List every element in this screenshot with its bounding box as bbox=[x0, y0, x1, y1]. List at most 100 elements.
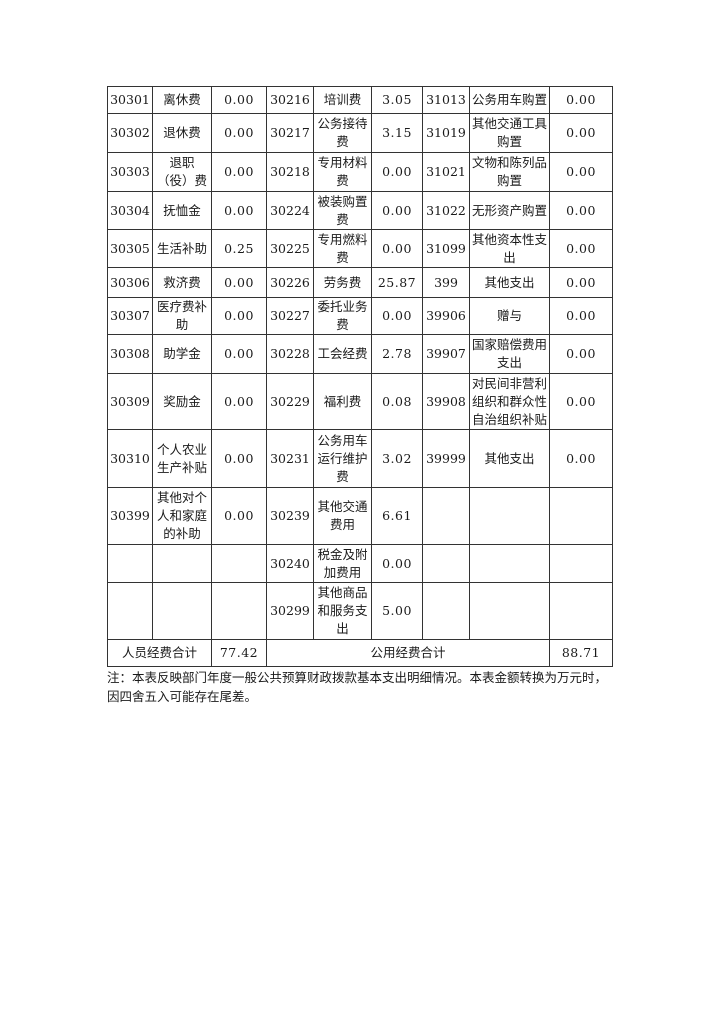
cell-item: 生活补助 bbox=[152, 229, 212, 268]
table-row: 30305 生活补助 0.25 30225 专用燃料费 0.00 31099 其他资本性支出 0… bbox=[107, 229, 613, 268]
cell-item: 奖励金 bbox=[152, 373, 212, 430]
cell-code: 30304 bbox=[107, 191, 153, 230]
cell-amount: 0.08 bbox=[371, 373, 423, 430]
cell-code: 30240 bbox=[266, 544, 314, 583]
cell-amount: 0.00 bbox=[211, 429, 267, 488]
cell-amount: 5.00 bbox=[371, 582, 423, 640]
cell-amount bbox=[211, 582, 267, 640]
cell-amount: 0.00 bbox=[211, 86, 267, 114]
cell-amount: 0.00 bbox=[211, 373, 267, 430]
cell-item bbox=[469, 582, 550, 640]
public-total-label: 公用经费合计 bbox=[266, 639, 550, 667]
table-row: 30399 其他对个人和家庭的补助 0.00 30239 其他交通费用 6.61 bbox=[107, 487, 613, 545]
cell-code bbox=[107, 582, 153, 640]
cell-item: 其他资本性支出 bbox=[469, 229, 550, 268]
table-row: 30310 个人农业生产补贴 0.00 30231 公务用车运行维护费 3.02 39999… bbox=[107, 429, 613, 488]
table-row: 30299 其他商品和服务支出 5.00 bbox=[107, 582, 613, 640]
cell-amount: 3.05 bbox=[371, 86, 423, 114]
cell-code: 30227 bbox=[266, 297, 314, 335]
cell-amount: 0.00 bbox=[371, 191, 423, 230]
table-row: 30303 退职（役）费 0.00 30218 专用材料费 0.00 31021 文物和陈列品… bbox=[107, 152, 613, 192]
cell-code: 30299 bbox=[266, 582, 314, 640]
cell-code: 30216 bbox=[266, 86, 314, 114]
cell-code bbox=[107, 544, 153, 583]
cell-code: 30226 bbox=[266, 267, 314, 298]
table-row: 30304 抚恤金 0.00 30224 被装购置费 0.00 31022 无形资产购置 0.0… bbox=[107, 191, 613, 230]
cell-item: 其他交通费用 bbox=[313, 487, 372, 545]
cell-item: 个人农业生产补贴 bbox=[152, 429, 212, 488]
cell-item: 被装购置费 bbox=[313, 191, 372, 230]
cell-code: 30308 bbox=[107, 334, 153, 374]
cell-code: 39906 bbox=[422, 297, 470, 335]
cell-item: 公务用车运行维护费 bbox=[313, 429, 372, 488]
cell-code: 30225 bbox=[266, 229, 314, 268]
cell-amount: 0.00 bbox=[549, 113, 613, 153]
cell-code: 30239 bbox=[266, 487, 314, 545]
cell-code: 30231 bbox=[266, 429, 314, 488]
cell-item: 对民间非营利组织和群众性自治组织补贴 bbox=[469, 373, 550, 430]
cell-amount: 0.00 bbox=[371, 544, 423, 583]
cell-amount: 6.61 bbox=[371, 487, 423, 545]
table-row: 30302 退休费 0.00 30217 公务接待费 3.15 31019 其他交通工具购置 0… bbox=[107, 113, 613, 153]
cell-code: 39999 bbox=[422, 429, 470, 488]
cell-code: 39907 bbox=[422, 334, 470, 374]
cell-item: 退休费 bbox=[152, 113, 212, 153]
table-row: 30308 助学金 0.00 30228 工会经费 2.78 39907 国家赔偿费用支出 0.… bbox=[107, 334, 613, 374]
cell-code bbox=[422, 487, 470, 545]
cell-code: 30310 bbox=[107, 429, 153, 488]
cell-amount: 0.25 bbox=[211, 229, 267, 268]
cell-item: 工会经费 bbox=[313, 334, 372, 374]
cell-item: 其他商品和服务支出 bbox=[313, 582, 372, 640]
cell-code: 30309 bbox=[107, 373, 153, 430]
cell-code: 30302 bbox=[107, 113, 153, 153]
cell-code: 31019 bbox=[422, 113, 470, 153]
cell-code: 31099 bbox=[422, 229, 470, 268]
cell-item: 委托业务费 bbox=[313, 297, 372, 335]
cell-amount: 0.00 bbox=[549, 191, 613, 230]
cell-amount: 0.00 bbox=[549, 229, 613, 268]
cell-amount bbox=[549, 582, 613, 640]
cell-amount: 0.00 bbox=[549, 267, 613, 298]
table-row: 30307 医疗费补助 0.00 30227 委托业务费 0.00 39906 赠与 0.00 bbox=[107, 297, 613, 335]
cell-code: 31021 bbox=[422, 152, 470, 192]
cell-item: 抚恤金 bbox=[152, 191, 212, 230]
cell-code: 30218 bbox=[266, 152, 314, 192]
cell-code: 30301 bbox=[107, 86, 153, 114]
cell-item: 专用燃料费 bbox=[313, 229, 372, 268]
cell-amount: 0.00 bbox=[549, 86, 613, 114]
cell-code: 30306 bbox=[107, 267, 153, 298]
cell-code: 31013 bbox=[422, 86, 470, 114]
cell-item: 专用材料费 bbox=[313, 152, 372, 192]
cell-item bbox=[152, 582, 212, 640]
cell-code: 39908 bbox=[422, 373, 470, 430]
cell-item: 税金及附加费用 bbox=[313, 544, 372, 583]
cell-amount: 0.00 bbox=[549, 152, 613, 192]
cell-code: 30229 bbox=[266, 373, 314, 430]
cell-item: 劳务费 bbox=[313, 267, 372, 298]
cell-amount: 0.00 bbox=[211, 191, 267, 230]
cell-amount: 0.00 bbox=[211, 297, 267, 335]
expenditure-detail-table: 30301 离休费 0.00 30216 培训费 3.05 31013 公务用车购置 0.00 3… bbox=[107, 86, 613, 667]
cell-item bbox=[469, 544, 550, 583]
table-row: 30306 救济费 0.00 30226 劳务费 25.87 399 其他支出 0.00 bbox=[107, 267, 613, 298]
cell-code: 30217 bbox=[266, 113, 314, 153]
table-row: 30309 奖励金 0.00 30229 福利费 0.08 39908 对民间非营利组织和群众… bbox=[107, 373, 613, 430]
table-row: 30301 离休费 0.00 30216 培训费 3.05 31013 公务用车购置 0.00 bbox=[107, 86, 613, 114]
cell-amount bbox=[549, 544, 613, 583]
cell-code: 30224 bbox=[266, 191, 314, 230]
cell-item: 退职（役）费 bbox=[152, 152, 212, 192]
personnel-total-value: 77.42 bbox=[211, 639, 267, 667]
cell-amount: 0.00 bbox=[371, 229, 423, 268]
cell-amount: 0.00 bbox=[371, 297, 423, 335]
cell-amount: 0.00 bbox=[211, 334, 267, 374]
cell-item: 其他对个人和家庭的补助 bbox=[152, 487, 212, 545]
cell-amount: 0.00 bbox=[371, 152, 423, 192]
cell-code bbox=[422, 544, 470, 583]
cell-amount: 3.15 bbox=[371, 113, 423, 153]
cell-item: 文物和陈列品购置 bbox=[469, 152, 550, 192]
cell-amount: 25.87 bbox=[371, 267, 423, 298]
cell-amount: 0.00 bbox=[549, 297, 613, 335]
table-row: 30240 税金及附加费用 0.00 bbox=[107, 544, 613, 583]
cell-amount: 2.78 bbox=[371, 334, 423, 374]
cell-amount: 0.00 bbox=[211, 487, 267, 545]
